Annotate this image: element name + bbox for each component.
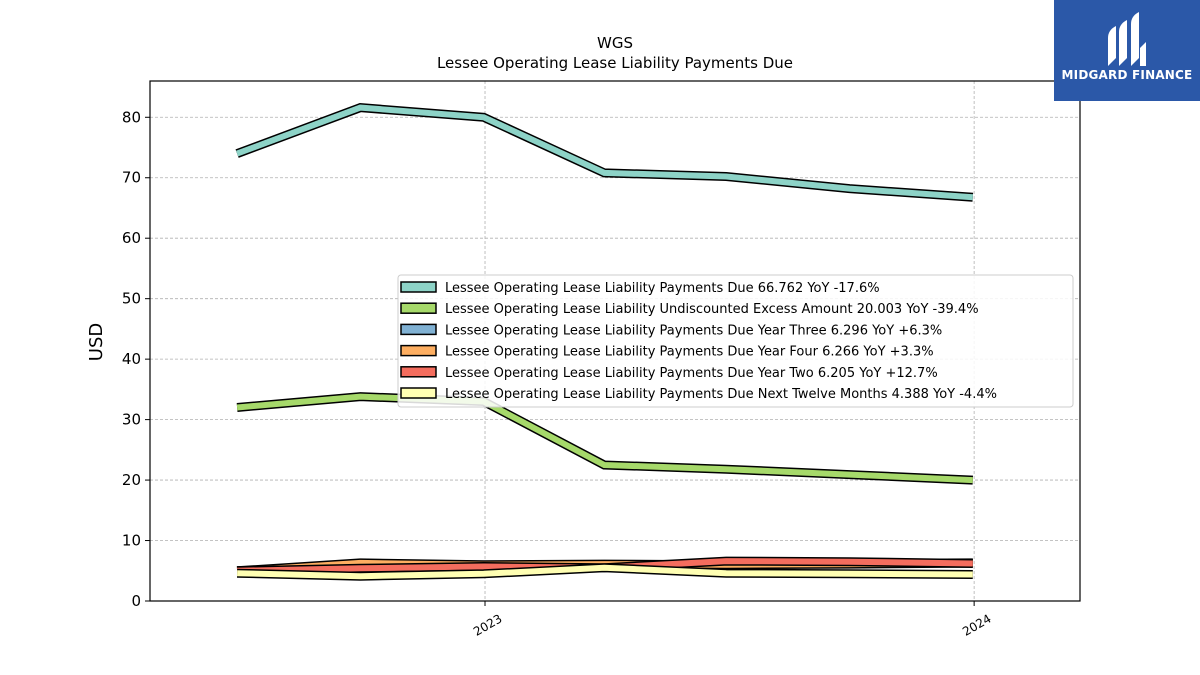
legend-item-label: Lessee Operating Lease Liability Payment…: [445, 387, 997, 402]
legend-swatch: [400, 366, 437, 378]
x-axis: 2023 2024: [471, 601, 994, 639]
series-line: [237, 564, 973, 580]
legend-item-label: Lessee Operating Lease Liability Payment…: [445, 323, 942, 338]
legend-item-label: Lessee Operating Lease Liability Payment…: [445, 366, 938, 381]
legend-item-label: Lessee Operating Lease Liability Undisco…: [445, 302, 979, 317]
logo-mark-icon: [1108, 12, 1146, 66]
legend: Lessee Operating Lease Liability Payment…: [397, 274, 1074, 408]
y-tick-label: 80: [122, 108, 141, 126]
y-tick-label: 50: [122, 290, 141, 308]
series-line: [236, 104, 974, 201]
series-lines: [235, 103, 974, 581]
x-tick-label: 2024: [960, 611, 993, 638]
legend-box: [397, 274, 1074, 408]
legend-item-label: Lessee Operating Lease Liability Payment…: [445, 345, 934, 360]
y-tick-label: 20: [122, 471, 141, 489]
chart-title: WGS: [597, 34, 633, 52]
brand-logo: MIDGARD FINANCE: [1054, 0, 1200, 101]
legend-swatch: [400, 344, 437, 357]
logo-text: MIDGARD FINANCE: [1061, 68, 1193, 82]
y-tick-label: 30: [122, 411, 141, 429]
x-tick-label: 2023: [471, 611, 504, 638]
legend-swatch: [400, 323, 437, 336]
plot-frame: [149, 80, 1081, 602]
y-tick-label: 40: [122, 350, 141, 368]
legend-swatch: [400, 302, 437, 314]
y-tick-label: 0: [131, 592, 141, 610]
legend-swatch: [400, 281, 437, 293]
y-axis-label: USD: [86, 323, 107, 361]
series-line: [236, 393, 973, 484]
y-tick-label: 60: [122, 229, 141, 247]
chart-subtitle: Lessee Operating Lease Liability Payment…: [437, 54, 793, 72]
y-tick-label: 70: [122, 169, 141, 187]
y-tick-label: 10: [122, 532, 141, 550]
legend-item-label: Lessee Operating Lease Liability Payment…: [445, 281, 880, 296]
legend-swatch: [400, 387, 437, 399]
y-axis: 0 10 20 30 40 50 60 70 80: [122, 108, 150, 610]
series-outline: [235, 103, 974, 202]
